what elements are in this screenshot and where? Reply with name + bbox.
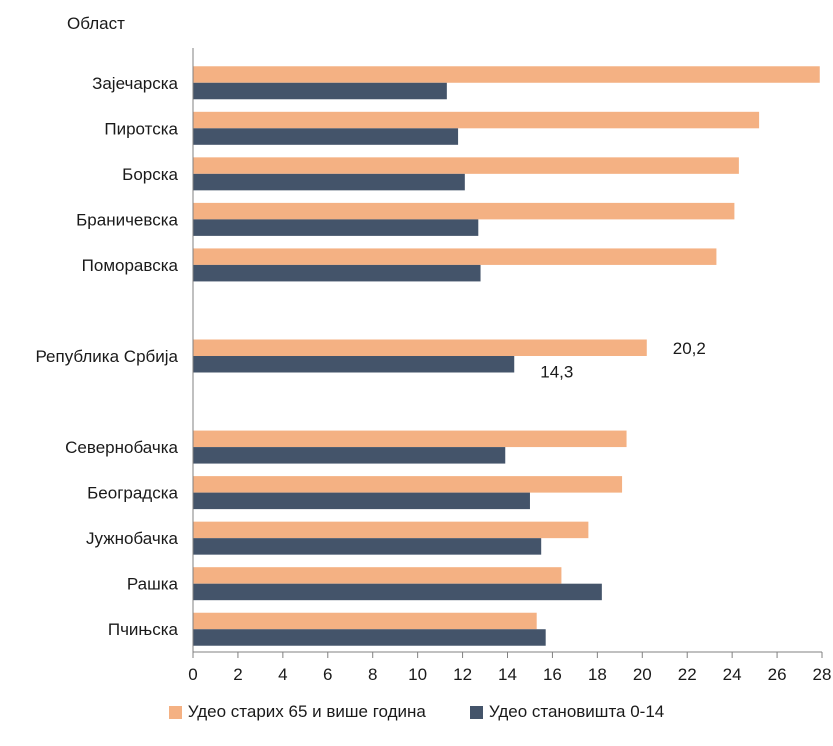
data-label: 20,2 — [673, 339, 706, 358]
x-tick-label: 2 — [233, 665, 242, 684]
x-tick-label: 12 — [453, 665, 472, 684]
category-label: Борска — [122, 165, 178, 184]
bar — [193, 202, 735, 220]
bar — [193, 538, 542, 555]
x-tick-label: 4 — [278, 665, 287, 684]
x-tick-label: 24 — [723, 665, 742, 684]
bar — [193, 339, 647, 356]
category-label: Пчињска — [108, 620, 179, 639]
bar — [193, 567, 562, 584]
bar — [193, 82, 447, 100]
y-axis-title: Област — [67, 14, 125, 33]
bar — [193, 128, 459, 145]
legend-label-children: Удео становишта 0-14 — [488, 702, 665, 721]
category-label: Рашка — [127, 575, 179, 594]
category-labels: Зајечарска Пиротска Борска Браничевска Помор… — [35, 74, 178, 639]
bar — [193, 264, 481, 282]
legend-item-children: Удео становишта 0-14 — [469, 702, 665, 722]
category-label: Браничевска — [76, 210, 178, 229]
category-label: Београдска — [87, 484, 178, 503]
bars-group — [193, 66, 820, 646]
x-tick-label: 14 — [498, 665, 517, 684]
legend-label-elderly: Удео старих 65 и више година — [187, 702, 426, 721]
bar — [193, 430, 627, 448]
x-tick-label: 26 — [768, 665, 787, 684]
bar — [193, 173, 465, 191]
legend-item-elderly: Удео старих 65 и више година — [168, 702, 426, 722]
category-label: Пиротска — [104, 119, 178, 138]
bar — [193, 447, 506, 464]
category-label: Зајечарска — [92, 74, 178, 93]
legend: Удео старих 65 и више година Удео станов… — [0, 702, 833, 722]
bar — [193, 583, 602, 601]
x-tick-label: 16 — [543, 665, 562, 684]
bar — [193, 219, 479, 236]
x-tick-label: 20 — [633, 665, 652, 684]
bar — [193, 356, 515, 373]
bar — [193, 157, 739, 174]
category-label: Република Србија — [35, 347, 178, 366]
bar — [193, 492, 530, 510]
chart: Област Зајечарска Пиротска Борска Браничевс… — [35, 14, 831, 684]
bar — [193, 248, 717, 265]
bar — [193, 66, 820, 83]
annotations: 20,2 14,3 — [540, 339, 706, 382]
category-label: Јужнобачка — [86, 529, 179, 548]
bar — [193, 111, 760, 129]
x-tick-label: 22 — [678, 665, 697, 684]
bar — [193, 629, 546, 646]
category-label: Поморавска — [82, 256, 179, 275]
x-tick-label: 8 — [368, 665, 377, 684]
bar — [193, 521, 589, 539]
x-axis: 0 2 4 6 8 10 12 14 16 18 20 22 24 26 28 — [188, 48, 831, 684]
legend-swatch-elderly — [168, 705, 182, 719]
x-tick-label: 6 — [323, 665, 332, 684]
bar — [193, 612, 537, 630]
data-label: 14,3 — [540, 362, 573, 381]
legend-swatch-children — [469, 705, 483, 719]
x-tick-label: 28 — [813, 665, 832, 684]
x-tick-label: 10 — [408, 665, 427, 684]
category-label: Севернобачка — [65, 438, 178, 457]
bar — [193, 476, 623, 493]
x-tick-label: 0 — [188, 665, 197, 684]
x-tick-label: 18 — [588, 665, 607, 684]
